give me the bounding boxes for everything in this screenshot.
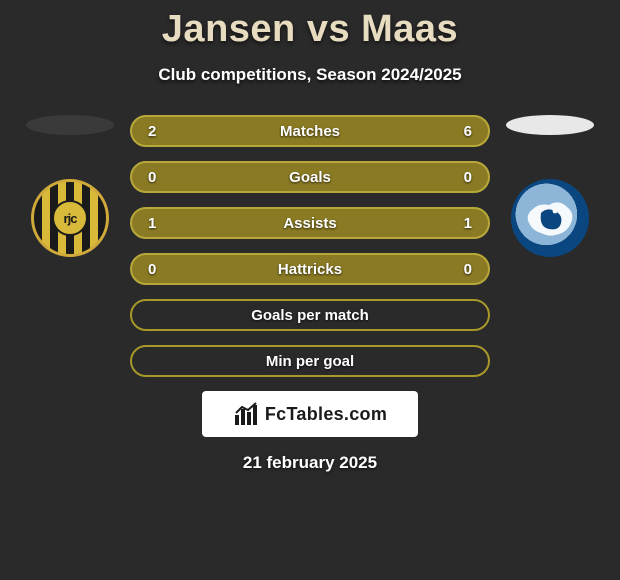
stat-bar-hattricks: 0Hattricks0 <box>130 253 490 285</box>
right-ellipse <box>506 115 594 135</box>
left-crest-badge: rjc <box>52 200 88 236</box>
stat-label: Goals <box>132 169 488 186</box>
fctables-icon <box>233 401 259 427</box>
stat-label: Matches <box>132 123 488 140</box>
left-team-col: rjc <box>20 115 120 257</box>
stat-label: Assists <box>132 215 488 232</box>
stat-bars: 2Matches6 0Goals0 1Assists1 0Hattricks0 Goal… <box>130 115 490 377</box>
right-team-crest <box>511 179 589 257</box>
fctables-label: FcTables.com <box>265 404 387 425</box>
left-team-crest: rjc <box>31 179 109 257</box>
date-label: 21 february 2025 <box>0 453 620 473</box>
fctables-badge[interactable]: FcTables.com <box>202 391 418 437</box>
subtitle: Club competitions, Season 2024/2025 <box>0 65 620 85</box>
left-ellipse <box>26 115 114 135</box>
dragon-icon <box>519 187 581 249</box>
stat-label: Hattricks <box>132 261 488 278</box>
stat-bar-min-per-goal: Min per goal <box>130 345 490 377</box>
stat-bar-assists: 1Assists1 <box>130 207 490 239</box>
comparison-area: rjc 2Matches6 0Goals0 1Assists1 0Hattricks0… <box>0 115 620 377</box>
stat-bar-matches: 2Matches6 <box>130 115 490 147</box>
stat-bar-goals-per-match: Goals per match <box>130 299 490 331</box>
stat-label: Goals per match <box>132 307 488 324</box>
stat-bar-goals: 0Goals0 <box>130 161 490 193</box>
right-team-col <box>500 115 600 257</box>
page-title: Jansen vs Maas <box>0 8 620 51</box>
stat-label: Min per goal <box>132 353 488 370</box>
